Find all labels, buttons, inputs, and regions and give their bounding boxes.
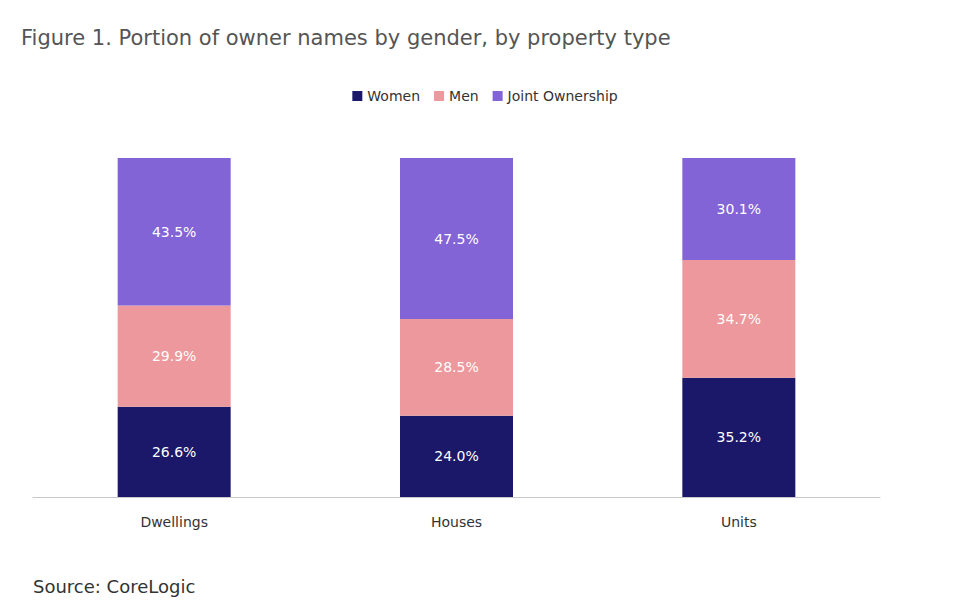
svg-text:Source: CoreLogic: Source: CoreLogic: [33, 576, 195, 597]
svg-text:Dwellings: Dwellings: [140, 514, 208, 530]
svg-text:26.6%: 26.6%: [152, 444, 196, 460]
svg-text:Figure 1. Portion of owner nam: Figure 1. Portion of owner names by gend…: [21, 26, 671, 50]
svg-text:Men: Men: [449, 88, 479, 104]
svg-text:35.2%: 35.2%: [717, 429, 761, 445]
svg-text:24.0%: 24.0%: [434, 448, 478, 464]
svg-text:34.7%: 34.7%: [717, 311, 761, 327]
svg-text:30.1%: 30.1%: [717, 201, 761, 217]
svg-text:28.5%: 28.5%: [434, 359, 478, 375]
svg-text:43.5%: 43.5%: [152, 224, 196, 240]
svg-text:29.9%: 29.9%: [152, 348, 196, 364]
svg-text:Houses: Houses: [431, 514, 482, 530]
svg-text:Joint Ownership: Joint Ownership: [507, 88, 618, 104]
svg-text:Units: Units: [721, 514, 757, 530]
svg-text:47.5%: 47.5%: [434, 231, 478, 247]
svg-text:Women: Women: [367, 88, 420, 104]
